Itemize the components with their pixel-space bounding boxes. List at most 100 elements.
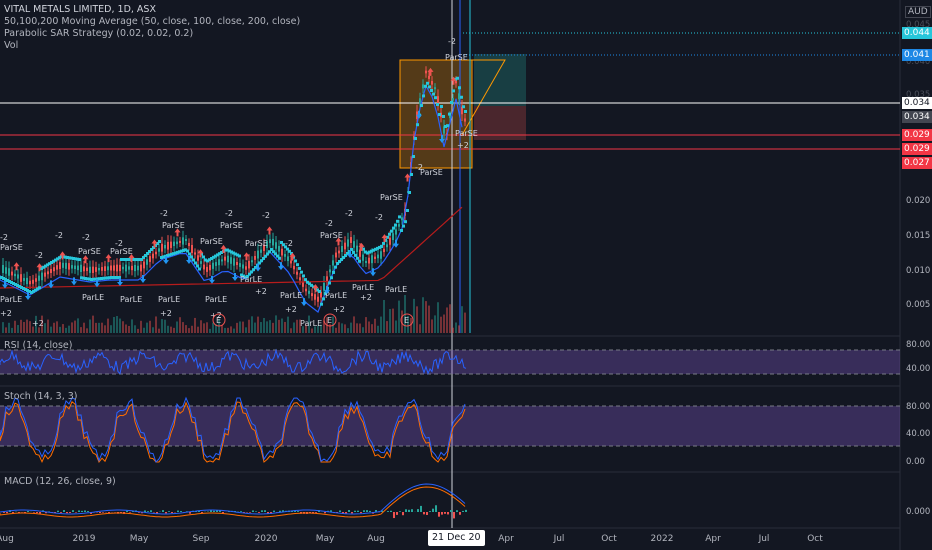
volume-bar: [266, 321, 268, 333]
legend-ma[interactable]: 50,100,200 Moving Average (50, close, 10…: [4, 16, 301, 27]
candle-body: [284, 254, 286, 257]
volume-bar: [452, 327, 454, 333]
sar-dot: [444, 125, 447, 128]
macd-histogram-bar: [450, 510, 452, 512]
volume-bar: [11, 327, 13, 333]
buy-arrow: [71, 277, 77, 286]
sar-dot: [172, 252, 175, 256]
buy-arrow: [255, 263, 261, 272]
candle-body: [239, 263, 241, 267]
legend-volume[interactable]: Vol: [4, 40, 19, 51]
volume-bar: [293, 322, 295, 333]
stoch-label[interactable]: Stoch (14, 3, 3): [4, 391, 78, 402]
volume-bar: [389, 309, 391, 333]
candle-body: [392, 233, 394, 241]
volume-bar: [203, 323, 205, 333]
volume-bar: [164, 319, 166, 333]
sar-dot: [24, 288, 27, 291]
macd-signal-line: [0, 486, 466, 518]
sar-dot: [378, 245, 381, 249]
sar-dot: [386, 235, 389, 239]
sar-dot: [340, 258, 343, 261]
sar-dot: [368, 250, 371, 254]
candle-body: [389, 237, 391, 245]
candle-body: [38, 275, 40, 281]
macd-histogram-bar: [261, 510, 263, 512]
macd-label[interactable]: MACD (12, 26, close, 9): [4, 476, 116, 487]
legend-psar[interactable]: Parabolic SAR Strategy (0.02, 0.02, 0.2): [4, 28, 194, 39]
candle-body: [272, 238, 274, 246]
candle-body: [275, 242, 277, 249]
sar-dot: [420, 104, 423, 107]
sar-dot: [260, 259, 263, 263]
time-tick: May: [129, 534, 149, 544]
volume-bar: [413, 298, 415, 333]
candle-body: [56, 265, 58, 270]
macd-histogram-bar: [375, 510, 377, 512]
volume-bar: [125, 324, 127, 333]
sar-dot: [392, 226, 395, 230]
stoch-tick: 0.00: [906, 457, 925, 467]
candle-body: [140, 264, 142, 272]
sar-dot: [402, 224, 405, 228]
time-tick: Jul: [553, 534, 565, 544]
volume-bar: [152, 327, 154, 333]
sar-dot: [234, 252, 237, 256]
volume-bar: [305, 324, 307, 333]
symbol-title[interactable]: VITAL METALS LIMITED, 1D, ASX: [4, 4, 156, 15]
currency-label[interactable]: AUD: [905, 6, 931, 18]
sar-dot: [228, 249, 231, 253]
macd-histogram-bar: [33, 512, 35, 513]
sar-dot: [114, 276, 117, 279]
volume-bar: [101, 322, 103, 333]
macd-histogram-bar: [252, 510, 254, 512]
volume-bar: [419, 324, 421, 333]
sar-dot: [232, 251, 235, 255]
sar-dot: [212, 255, 215, 259]
macd-histogram-bar: [198, 510, 200, 512]
candle-body: [317, 296, 319, 302]
macd-histogram-bar: [12, 512, 14, 514]
sar-dot: [308, 282, 311, 286]
sar-dot: [180, 249, 183, 253]
macd-histogram-bar: [186, 511, 188, 512]
volume-bar: [407, 315, 409, 333]
sar-dot: [406, 209, 409, 212]
sar-dot: [460, 95, 463, 99]
stoch-d-line: [0, 401, 466, 464]
candle-body: [65, 262, 67, 269]
sar-dot: [142, 256, 145, 259]
macd-histogram-bar: [408, 509, 410, 512]
macd-histogram-bar: [357, 510, 359, 512]
price-tick: 0.005: [906, 300, 931, 310]
candle-body: [320, 291, 322, 298]
sar-dot: [304, 278, 307, 282]
sar-dot: [78, 258, 81, 261]
volume-bar: [98, 322, 100, 333]
sar-dot: [224, 248, 227, 252]
sar-dot: [316, 288, 319, 292]
sar-dot: [128, 258, 131, 261]
candle-body: [206, 266, 208, 272]
candle-body: [173, 241, 175, 247]
rsi-label[interactable]: RSI (14, close): [4, 340, 73, 351]
sar-dot: [218, 252, 221, 256]
signal-label: -2: [0, 233, 8, 242]
sar-dot: [242, 274, 245, 278]
volume-bar: [395, 320, 397, 333]
candle-body: [200, 261, 202, 264]
volume-bar: [311, 328, 313, 333]
sar-dot: [462, 105, 465, 109]
volume-bar: [347, 328, 349, 333]
sar-dot: [92, 277, 95, 281]
sell-arrow: [381, 234, 388, 243]
macd-histogram-bar: [228, 511, 230, 512]
signal-label: ParSE: [455, 129, 478, 138]
sar-dot: [14, 283, 17, 286]
volume-bar: [107, 318, 109, 333]
candle-body: [203, 264, 205, 270]
sar-dot: [380, 245, 383, 248]
volume-bar: [362, 327, 364, 333]
